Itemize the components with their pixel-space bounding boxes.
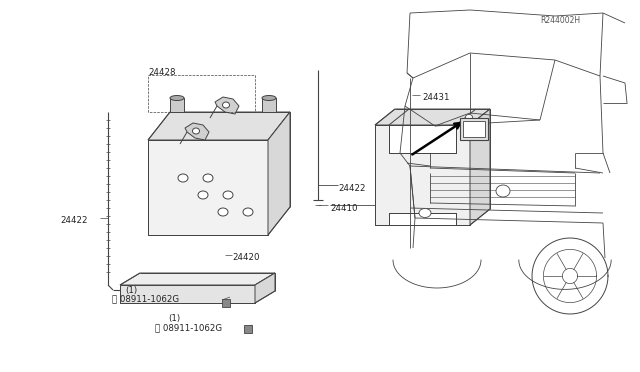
Text: 24428: 24428: [148, 67, 175, 77]
Ellipse shape: [193, 128, 200, 134]
Polygon shape: [389, 213, 456, 225]
Text: Ⓝ 08911-1062G: Ⓝ 08911-1062G: [112, 295, 179, 304]
Polygon shape: [148, 112, 290, 140]
Bar: [170, 98, 184, 112]
Bar: [463, 121, 485, 137]
Text: 24431: 24431: [422, 93, 449, 102]
Ellipse shape: [465, 115, 472, 119]
Ellipse shape: [262, 96, 276, 100]
Text: 24410: 24410: [330, 203, 358, 212]
Bar: [460, 118, 488, 140]
Ellipse shape: [218, 208, 228, 216]
Ellipse shape: [178, 174, 188, 182]
Polygon shape: [375, 125, 470, 225]
Ellipse shape: [496, 185, 510, 197]
Ellipse shape: [243, 208, 253, 216]
Ellipse shape: [198, 191, 208, 199]
Text: R244002H: R244002H: [540, 16, 580, 25]
Bar: [222, 299, 230, 307]
Polygon shape: [120, 285, 255, 303]
Polygon shape: [268, 112, 290, 235]
Polygon shape: [470, 109, 490, 225]
Text: 24420: 24420: [232, 253, 259, 263]
Ellipse shape: [203, 174, 213, 182]
Polygon shape: [185, 123, 209, 140]
Bar: [262, 98, 276, 112]
Text: (1): (1): [168, 314, 180, 324]
Ellipse shape: [223, 191, 233, 199]
Ellipse shape: [170, 96, 184, 100]
Polygon shape: [255, 273, 275, 303]
Polygon shape: [148, 140, 268, 235]
Polygon shape: [389, 125, 456, 153]
Ellipse shape: [223, 102, 230, 108]
Text: 24422: 24422: [338, 183, 365, 192]
Ellipse shape: [419, 208, 431, 218]
Text: (1): (1): [125, 285, 137, 295]
Text: Ⓝ 08911-1062G: Ⓝ 08911-1062G: [155, 324, 222, 333]
Polygon shape: [215, 97, 239, 114]
Bar: [244, 325, 252, 333]
Text: 24422: 24422: [60, 215, 88, 224]
Polygon shape: [375, 109, 490, 125]
Polygon shape: [120, 273, 275, 285]
